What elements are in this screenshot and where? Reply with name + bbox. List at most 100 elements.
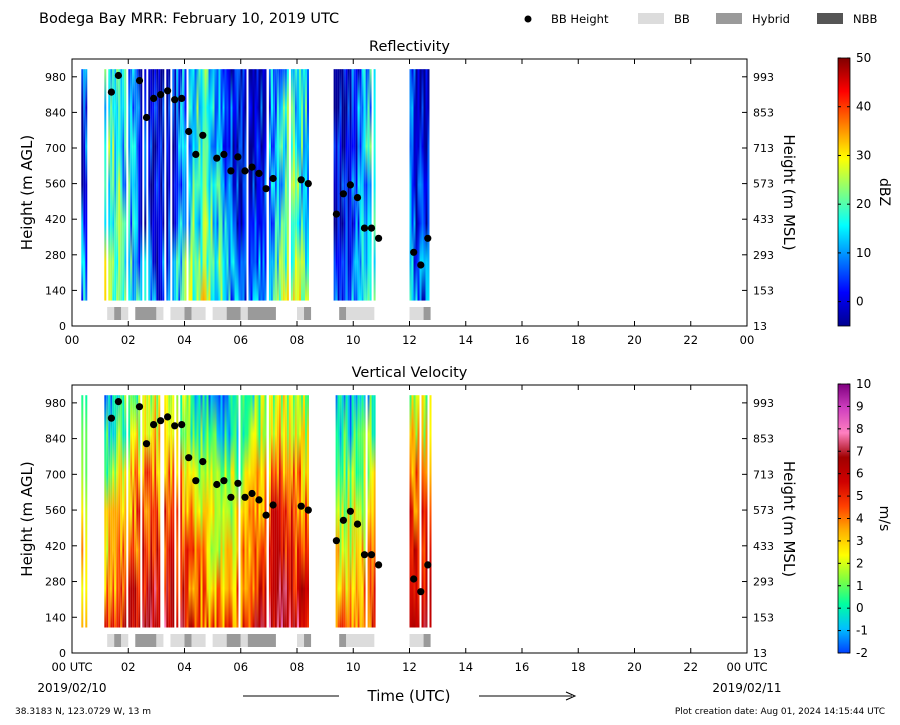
bb-height-point xyxy=(142,440,151,448)
heatmap-strip xyxy=(208,395,211,628)
panel-title: Reflectivity xyxy=(369,39,450,55)
heatmap-strip xyxy=(220,395,223,628)
bb-height-point xyxy=(255,496,263,504)
heatmap-strip xyxy=(200,395,203,628)
bb-type-segment xyxy=(409,634,424,647)
heatmap-strip xyxy=(355,395,358,628)
heatmap-strip xyxy=(116,69,119,301)
figure-title: Bodega Bay MRR: February 10, 2019 UTC xyxy=(39,11,339,27)
x-tick-label: 10 xyxy=(346,660,361,674)
heatmap-strip xyxy=(284,69,287,301)
bb-height-point xyxy=(150,94,158,102)
heatmap-strip xyxy=(136,395,139,628)
colorbar-tick-label: -2 xyxy=(856,646,868,660)
y-axis-title: Height (m AGL) xyxy=(18,461,36,576)
heatmap-strip xyxy=(228,395,231,628)
heatmap-strip xyxy=(232,395,235,628)
bb-height-point xyxy=(171,96,179,104)
heatmap-strip xyxy=(104,395,107,628)
bb-height-point xyxy=(367,551,376,559)
heatmap-strip xyxy=(337,69,340,301)
heatmap-strip xyxy=(160,69,163,301)
x-tick-label: 16 xyxy=(515,333,530,347)
heatmap-strip xyxy=(222,395,225,628)
bb-type-segment xyxy=(212,307,227,320)
heatmap-strip xyxy=(176,69,179,301)
heatmap-strip xyxy=(144,395,147,628)
heatmap-strip xyxy=(292,395,295,628)
heatmap-strip xyxy=(409,395,412,628)
heatmap-strip xyxy=(200,69,203,301)
colorbar-tick-label: 20 xyxy=(856,197,871,211)
heatmap-strip xyxy=(373,395,376,628)
y-tick-label-right: 993 xyxy=(753,397,774,410)
heatmap-strip xyxy=(423,69,426,301)
bb-type-segment xyxy=(212,634,227,647)
heatmap-strip xyxy=(122,69,125,301)
heatmap-strip xyxy=(299,395,301,628)
y-tick-label: 420 xyxy=(45,213,66,226)
y-tick-label: 840 xyxy=(45,433,66,446)
heatmap-strip xyxy=(417,69,420,301)
bb-height-point xyxy=(304,506,312,514)
y-tick-label-right: 13 xyxy=(753,647,767,660)
bb-height-point xyxy=(171,422,179,430)
y-tick-label: 560 xyxy=(45,504,66,517)
heatmap-strip xyxy=(252,69,255,301)
heatmap-strip xyxy=(341,69,344,301)
bb-type-segment xyxy=(247,634,276,647)
bb-height-point xyxy=(213,480,221,489)
bb-type-segment xyxy=(339,634,347,647)
creation-date-text: Plot creation date: Aug 01, 2024 14:15:4… xyxy=(675,707,885,717)
heatmap-strip xyxy=(363,69,366,301)
colorbar-tick-label: -1 xyxy=(856,624,868,638)
bb-type-segment xyxy=(339,307,347,320)
heatmap-strip xyxy=(258,395,261,628)
heatmap-strip xyxy=(355,69,358,301)
heatmap-strip xyxy=(274,69,277,301)
bb-height-point xyxy=(199,458,207,466)
heatmap-strip xyxy=(419,69,422,301)
bb-height-point xyxy=(304,180,312,188)
heatmap-strip xyxy=(158,395,161,628)
location-text: 38.3183 N, 123.0729 W, 13 m xyxy=(15,707,151,717)
bb-height-point xyxy=(234,153,242,161)
bb-height-point xyxy=(213,154,221,162)
heatmap-strip xyxy=(335,395,338,628)
heatmap-strip xyxy=(301,69,303,301)
heatmap-strip xyxy=(188,69,191,301)
bb-type-segment xyxy=(304,307,312,320)
heatmap-strip xyxy=(156,69,159,301)
heatmap-strip xyxy=(202,69,205,301)
y-tick-label-right: 13 xyxy=(753,320,767,333)
heatmap-strip xyxy=(248,69,251,301)
bb-type-bar xyxy=(107,634,431,647)
bb-type-segment xyxy=(107,634,115,647)
legend-item-bb: BB xyxy=(638,12,690,26)
y-tick-label-right: 573 xyxy=(753,178,774,191)
y-tick-label: 420 xyxy=(45,540,66,553)
start-date-label: 2019/02/10 xyxy=(37,681,106,695)
colorbar-tick-label: 3 xyxy=(856,534,864,548)
bb-height-point xyxy=(424,561,432,569)
heatmap-strip xyxy=(345,69,348,301)
x-tick-label: 12 xyxy=(402,660,417,674)
legend-label: NBB xyxy=(853,12,877,26)
heatmap-strip xyxy=(204,69,207,301)
heatmap-strip xyxy=(214,395,217,628)
colorbar-tick-label: 50 xyxy=(856,51,871,65)
heatmap-strip xyxy=(240,69,243,301)
heatmap-strip xyxy=(260,69,263,301)
y-tick-label: 700 xyxy=(45,468,66,481)
heatmap-strip xyxy=(369,395,372,628)
bb-height-point xyxy=(332,537,340,545)
heatmap-strip xyxy=(81,69,84,301)
heatmap-strip xyxy=(218,69,221,301)
heatmap-strip xyxy=(158,69,161,301)
bb-type-segment xyxy=(226,634,241,647)
heatmap-strip xyxy=(236,395,239,628)
x-tick-label: 22 xyxy=(683,660,698,674)
bb-height-point xyxy=(107,414,115,422)
heatmap-strip xyxy=(144,69,147,301)
heatmap-strip xyxy=(118,69,121,301)
